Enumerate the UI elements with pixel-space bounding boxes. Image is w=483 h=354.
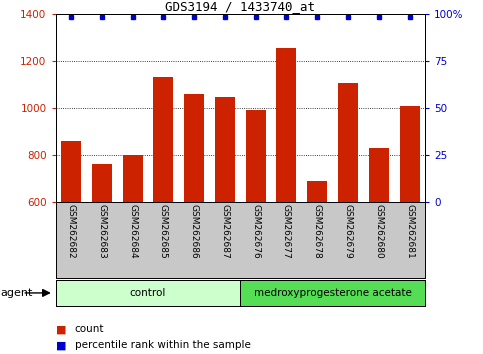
Bar: [56, 280, 241, 306]
Text: GSM262679: GSM262679: [343, 204, 353, 259]
Bar: [92, 164, 112, 202]
Text: GSM262681: GSM262681: [405, 204, 414, 259]
Bar: [123, 155, 142, 202]
Text: GSM262680: GSM262680: [374, 204, 384, 259]
Text: agent: agent: [0, 288, 32, 298]
Text: GSM262678: GSM262678: [313, 204, 322, 259]
Bar: [399, 105, 420, 202]
Text: ■: ■: [56, 340, 66, 350]
Text: GSM262676: GSM262676: [251, 204, 260, 259]
Text: GSM262682: GSM262682: [67, 204, 75, 259]
Text: control: control: [130, 288, 166, 298]
Bar: [246, 110, 266, 202]
Bar: [276, 48, 297, 202]
Text: medroxyprogesterone acetate: medroxyprogesterone acetate: [254, 288, 412, 298]
Bar: [369, 148, 389, 202]
Text: GSM262677: GSM262677: [282, 204, 291, 259]
Bar: [184, 94, 204, 202]
Text: count: count: [75, 324, 104, 334]
Text: ■: ■: [56, 324, 66, 334]
Text: GSM262685: GSM262685: [159, 204, 168, 259]
Bar: [61, 141, 81, 202]
Bar: [215, 97, 235, 202]
Text: GSM262684: GSM262684: [128, 204, 137, 259]
Text: GSM262687: GSM262687: [220, 204, 229, 259]
Bar: [153, 78, 173, 202]
Text: percentile rank within the sample: percentile rank within the sample: [75, 340, 251, 350]
Text: GSM262683: GSM262683: [97, 204, 106, 259]
Text: GSM262686: GSM262686: [190, 204, 199, 259]
Bar: [241, 280, 425, 306]
Title: GDS3194 / 1433740_at: GDS3194 / 1433740_at: [165, 0, 315, 13]
Bar: [338, 83, 358, 202]
Bar: [307, 181, 327, 202]
